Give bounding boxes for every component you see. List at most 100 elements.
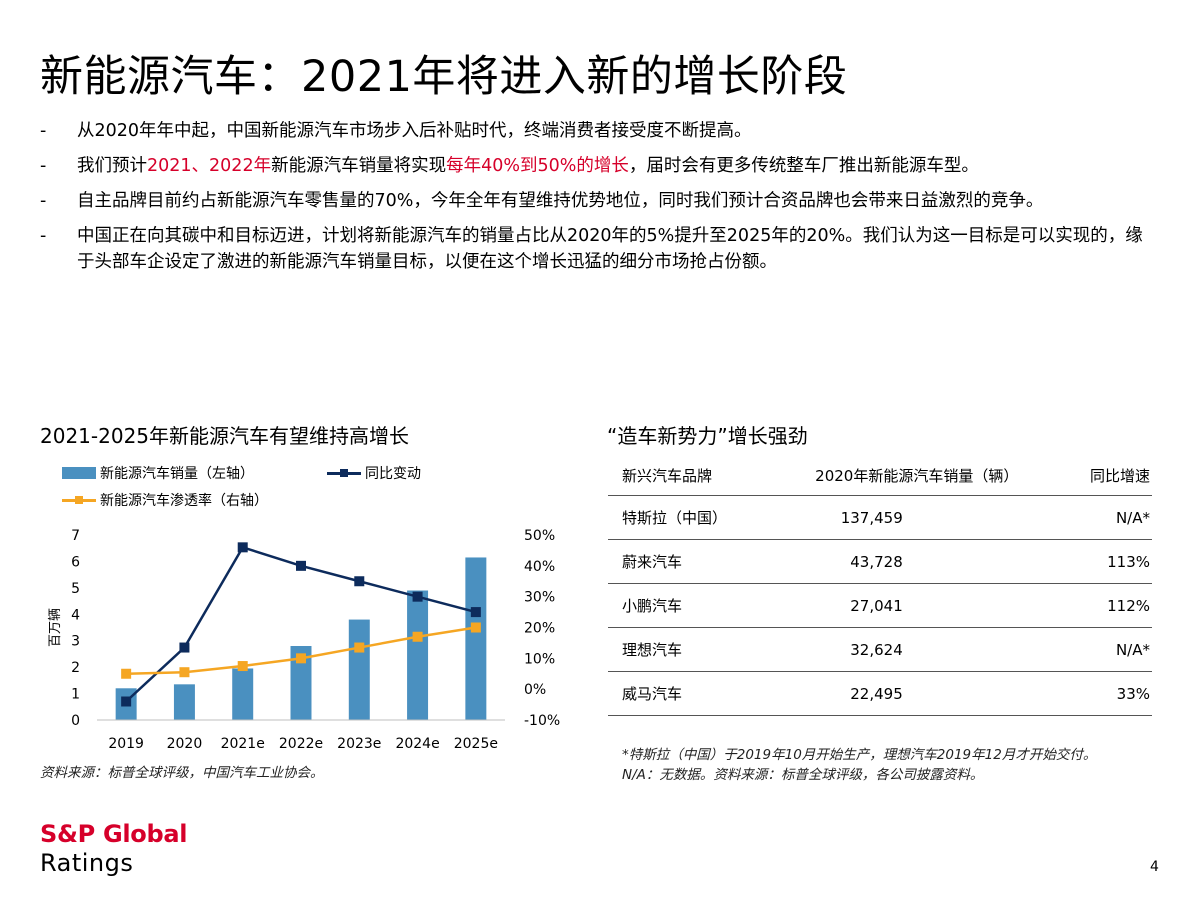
bullet-item: - 中国正在向其碳中和目标迈进，计划将新能源汽车的销量占比从2020年的5%提升至… — [40, 223, 1145, 275]
point-penetration — [296, 653, 306, 664]
cell-growth: 112% — [1046, 583, 1152, 628]
x-tick-label: 2020 — [167, 736, 203, 752]
table-row: 理想汽车 32,624 N/A* — [608, 627, 1152, 672]
y-tick-label-left: 2 — [71, 660, 80, 676]
header-growth: 同比增速 — [1046, 455, 1152, 496]
point-penetration — [121, 668, 132, 679]
y-tick-label-left: 4 — [71, 607, 80, 623]
y-axis-label: 百万辆 — [48, 608, 63, 647]
legend-label-penetration: 新能源汽车渗透率（右轴） — [100, 493, 268, 509]
x-tick-label: 2023e — [337, 736, 381, 752]
page-title: 新能源汽车：2021年将进入新的增长阶段 — [40, 52, 848, 102]
table-row: 特斯拉（中国） 137,459 N/A* — [608, 495, 1152, 540]
legend-swatch-sales — [62, 467, 96, 479]
y-tick-label-right: 30% — [524, 590, 555, 606]
chart-source-note: 资料来源：标普全球评级，中国汽车工业协会。 — [40, 765, 324, 781]
point-yoy — [354, 576, 365, 587]
y-tick-label-left: 6 — [71, 554, 80, 570]
logo-line-2: Ratings — [40, 849, 134, 877]
cell-brand: 威马汽车 — [608, 671, 773, 716]
point-penetration — [412, 631, 423, 642]
nev-sales-chart: 0 1 2 3 4 5 6 7 -10% 0% 10% 20% 30% 40% 50% 2019 2020 202… — [48, 528, 560, 752]
bullet-text: 自主品牌目前约占新能源汽车零售量的70%，今年全年有望维持优势地位，同时我们预计… — [77, 191, 1044, 211]
cell-sales: 32,624 — [772, 627, 1047, 672]
chart-legend-row-1: 新能源汽车销量（左轴） — [62, 463, 254, 483]
y-tick-label-right: 40% — [524, 559, 555, 575]
cell-brand: 蔚来汽车 — [608, 539, 773, 584]
chart-title: 2021-2025年新能源汽车有望维持高增长 — [40, 424, 410, 448]
bullet-dash: - — [40, 156, 47, 176]
bullet-text: 新能源汽车销量将实现 — [271, 156, 447, 176]
table-row: 小鹏汽车 27,041 112% — [608, 583, 1152, 628]
brand-sales-table: 新兴汽车品牌 2020年新能源汽车销量（辆） 同比增速 特斯拉（中国） 137,4… — [608, 455, 1152, 716]
table-header-row: 新兴汽车品牌 2020年新能源汽车销量（辆） 同比增速 — [608, 455, 1152, 496]
cell-growth: N/A* — [1046, 495, 1152, 540]
point-penetration — [237, 661, 248, 672]
page-number: 4 — [1150, 859, 1159, 875]
bullet-item: - 我们预计2021、2022年新能源汽车销量将实现每年40%到50%的增长，届时… — [40, 153, 1145, 179]
bar-sales — [232, 668, 254, 720]
point-yoy — [237, 542, 248, 553]
bullet-text: 我们预计 — [77, 156, 147, 176]
y-tick-label-left: 5 — [71, 581, 80, 597]
sp-global-ratings-logo: S&P Global Ratings — [40, 820, 187, 878]
y-tick-label-right: 0% — [524, 682, 546, 698]
y-tick-label-left: 1 — [71, 687, 80, 703]
bar-sales — [348, 619, 370, 720]
x-tick-label: 2022e — [279, 736, 323, 752]
cell-sales: 43,728 — [772, 539, 1047, 584]
y-tick-label-left: 7 — [71, 528, 80, 544]
bullet-item: - 从2020年年中起，中国新能源汽车市场步入后补贴时代，终端消费者接受度不断提高… — [40, 118, 1145, 144]
point-yoy — [179, 642, 190, 653]
bullet-dash: - — [40, 191, 47, 211]
point-penetration — [179, 667, 190, 678]
header-sales: 2020年新能源汽车销量（辆） — [772, 455, 1047, 496]
cell-sales: 22,495 — [772, 671, 1047, 716]
bar-sales — [407, 590, 429, 720]
chart-legend-row-2: 新能源汽车渗透率（右轴） — [62, 490, 268, 510]
y-tick-label-left: 3 — [71, 634, 80, 650]
cell-sales: 27,041 — [772, 583, 1047, 628]
point-yoy — [121, 696, 132, 707]
cell-sales: 137,459 — [772, 495, 1047, 540]
table-row: 威马汽车 22,495 33% — [608, 671, 1152, 716]
point-yoy — [296, 560, 306, 571]
point-penetration — [470, 622, 481, 633]
legend-swatch-yoy — [327, 467, 361, 479]
point-yoy — [412, 591, 423, 602]
table-row: 蔚来汽车 43,728 113% — [608, 539, 1152, 584]
cell-brand: 特斯拉（中国） — [608, 495, 773, 540]
x-tick-label: 2025e — [454, 736, 498, 752]
y-tick-label-left: 0 — [71, 713, 80, 729]
bullet-text: 从2020年年中起，中国新能源汽车市场步入后补贴时代，终端消费者接受度不断提高。 — [77, 121, 752, 141]
bullet-text: ，届时会有更多传统整车厂推出新能源车型。 — [628, 156, 979, 176]
cell-brand: 小鹏汽车 — [608, 583, 773, 628]
y-tick-label-right: -10% — [524, 713, 560, 729]
legend-swatch-penetration — [62, 494, 96, 506]
point-yoy — [470, 607, 481, 618]
table-footnote-1: *特斯拉（中国）于2019年10月开始生产，理想汽车2019年12月才开始交付。 — [622, 747, 1097, 763]
cell-growth: 33% — [1046, 671, 1152, 716]
bullet-dash: - — [40, 226, 47, 246]
bullet-item: - 自主品牌目前约占新能源汽车零售量的70%，今年全年有望维持优势地位，同时我们预… — [40, 188, 1145, 214]
legend-label-yoy: 同比变动 — [365, 466, 421, 482]
cell-growth: N/A* — [1046, 627, 1152, 672]
logo-line-1: S&P Global — [40, 820, 188, 848]
bar-sales — [465, 557, 487, 720]
x-tick-label: 2024e — [395, 736, 439, 752]
bar-sales — [290, 646, 312, 720]
y-tick-label-right: 50% — [524, 528, 555, 544]
point-penetration — [354, 642, 365, 653]
cell-brand: 理想汽车 — [608, 627, 773, 672]
y-tick-label-right: 20% — [524, 621, 555, 637]
bullet-list: - 从2020年年中起，中国新能源汽车市场步入后补贴时代，终端消费者接受度不断提高… — [40, 118, 1145, 284]
bullet-text: 中国正在向其碳中和目标迈进，计划将新能源汽车的销量占比从2020年的5%提升至2… — [77, 226, 1143, 272]
y-tick-label-right: 10% — [524, 651, 555, 667]
bar-sales — [173, 684, 195, 720]
x-tick-label: 2019 — [108, 736, 144, 752]
chart-legend-row-1b: 同比变动 — [327, 463, 421, 483]
bullet-dash: - — [40, 121, 47, 141]
header-brand: 新兴汽车品牌 — [608, 455, 773, 496]
cell-growth: 113% — [1046, 539, 1152, 584]
legend-label-sales: 新能源汽车销量（左轴） — [100, 466, 254, 482]
